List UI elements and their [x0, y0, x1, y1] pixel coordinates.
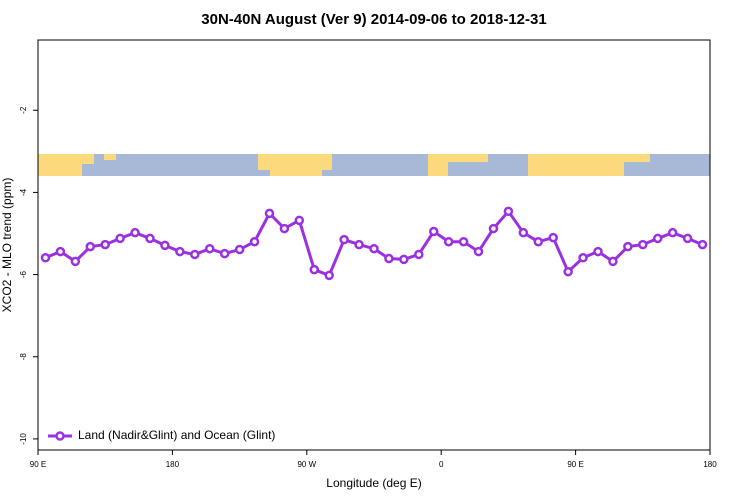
data-point [369, 243, 379, 254]
data-point [279, 223, 290, 234]
x-tick-label: 180 [703, 460, 717, 469]
map-strip [38, 154, 710, 176]
data-point [623, 241, 633, 252]
data-point [234, 244, 245, 255]
y-tick-label: -8 [19, 353, 28, 361]
data-point [518, 227, 529, 238]
data-point [667, 227, 678, 238]
data-point [339, 234, 349, 245]
data-point [145, 233, 155, 244]
data-point [249, 236, 260, 247]
data-point [190, 249, 200, 260]
data-point [384, 253, 394, 264]
data-point [354, 239, 364, 250]
data-point [563, 266, 573, 277]
data-point [70, 256, 81, 267]
data-point [324, 270, 334, 281]
data-point [548, 232, 558, 243]
data-point [40, 252, 51, 263]
x-axis-label: Longitude (deg E) [326, 476, 421, 490]
data-point [638, 239, 648, 250]
data-point [503, 206, 514, 217]
x-tick-label: 180 [166, 460, 180, 469]
data-point [428, 226, 439, 237]
x-tick-label: 90 E [30, 460, 46, 469]
legend-marker [55, 431, 65, 441]
data-point [264, 208, 275, 219]
data-point [175, 246, 185, 257]
data-point [85, 241, 96, 252]
plot-frame [37, 39, 711, 451]
data-point [399, 254, 409, 265]
data-point [160, 240, 170, 251]
data-point [488, 223, 499, 234]
data-point [533, 236, 544, 247]
data-point [458, 236, 469, 247]
data-point [55, 246, 66, 257]
x-tick-label: 90 W [297, 460, 316, 469]
legend-label: Land (Nadir&Glint) and Ocean (Glint) [78, 428, 275, 442]
data-point [443, 236, 454, 247]
y-axis-label: XCO2 - MLO trend (ppm) [0, 178, 14, 313]
data-point [593, 246, 603, 257]
data-point [115, 233, 125, 244]
data-point [294, 215, 305, 226]
data-point [473, 246, 484, 257]
data-point [414, 249, 424, 260]
x-tick-label: 0 [439, 460, 444, 469]
data-point [309, 264, 320, 275]
data-point [100, 239, 110, 250]
data-point [652, 233, 663, 244]
y-tick-label: -4 [19, 188, 28, 196]
data-point [219, 248, 230, 259]
data-point [697, 239, 708, 250]
data-point [682, 233, 693, 244]
series-line [44, 208, 704, 278]
x-tick-label: 90 E [567, 460, 583, 469]
chart-title: 30N-40N August (Ver 9) 2014-09-06 to 201… [201, 11, 546, 28]
data-point [578, 252, 588, 263]
y-tick-label: -10 [19, 433, 28, 445]
y-tick-label: -6 [19, 270, 28, 278]
y-tick-label: -2 [19, 106, 28, 114]
data-point [608, 256, 618, 267]
data-point [130, 227, 140, 238]
data-point [204, 243, 215, 254]
